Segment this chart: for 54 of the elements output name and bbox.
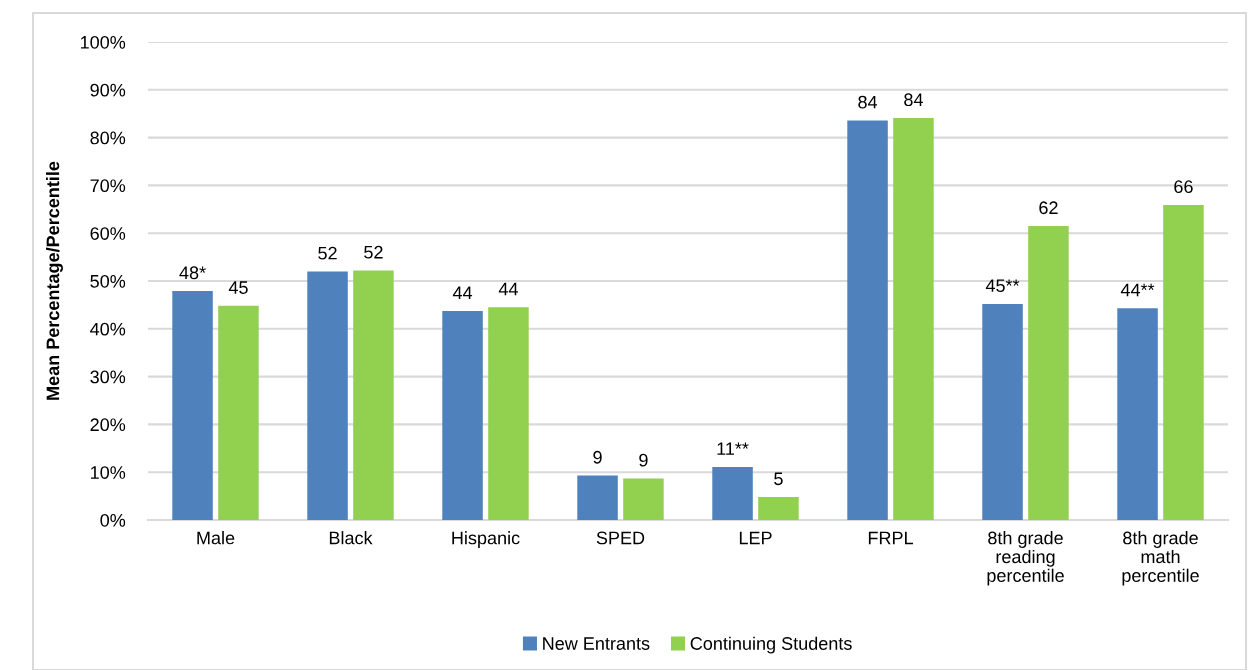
y-tick-label: 50% <box>90 274 126 288</box>
data-label: 84 <box>904 93 923 107</box>
bar <box>218 305 259 520</box>
data-label: 52 <box>364 245 383 259</box>
data-label: 44** <box>1120 283 1155 297</box>
bar <box>982 303 1023 520</box>
data-label: 52 <box>318 246 337 260</box>
y-tick-label: 70% <box>90 179 126 193</box>
bar <box>1117 308 1158 520</box>
x-tick-label: 8th grade reading percentile <box>987 531 1064 586</box>
data-label: 5 <box>774 472 783 486</box>
y-tick-label: 40% <box>90 322 126 336</box>
y-tick-label: 60% <box>90 227 126 240</box>
legend-label: New Entrants <box>543 637 650 650</box>
data-label: 84 <box>858 95 878 109</box>
x-tick-label: Male <box>197 531 235 545</box>
data-label: 62 <box>1039 201 1058 215</box>
y-tick-label: 20% <box>90 418 126 432</box>
bar <box>1163 205 1204 520</box>
x-tick-label: LEP <box>739 531 772 545</box>
data-label: 45 <box>228 281 248 294</box>
bar <box>577 475 618 520</box>
bar <box>893 118 934 520</box>
x-tick-label: 8th grade math percentile <box>1122 531 1199 586</box>
x-tick-label: Black <box>329 531 373 545</box>
legend-label: Continuing Students <box>690 636 852 654</box>
data-label: 48* <box>179 266 206 280</box>
bar <box>1028 226 1069 520</box>
y-axis-title: Mean Percentage/Percentile <box>46 161 63 400</box>
y-tick-label: 0% <box>100 513 126 527</box>
y-tick-label: 30% <box>90 370 126 384</box>
y-tick-label: 10% <box>91 466 126 479</box>
bar <box>172 291 213 520</box>
y-tick-label: 80% <box>90 131 126 145</box>
x-tick-label: FRPL <box>868 531 913 545</box>
bar <box>488 307 529 520</box>
data-label: 44 <box>498 282 518 296</box>
data-label: 45** <box>985 279 1020 293</box>
x-tick-label: Hispanic <box>452 531 520 548</box>
bar <box>307 271 348 520</box>
bar <box>847 120 888 520</box>
data-label: 9 <box>593 450 602 464</box>
data-label: 11** <box>717 442 749 455</box>
y-tick-label: 100% <box>80 35 126 49</box>
data-label: 44 <box>452 286 473 300</box>
bar <box>758 497 799 520</box>
bar <box>353 270 394 520</box>
bar <box>442 311 483 520</box>
bar <box>623 478 664 520</box>
data-label: 9 <box>639 453 648 467</box>
bar <box>712 466 753 520</box>
x-tick-label: SPED <box>596 531 645 545</box>
y-tick-label: 90% <box>90 83 126 97</box>
data-label: 66 <box>1174 180 1193 194</box>
